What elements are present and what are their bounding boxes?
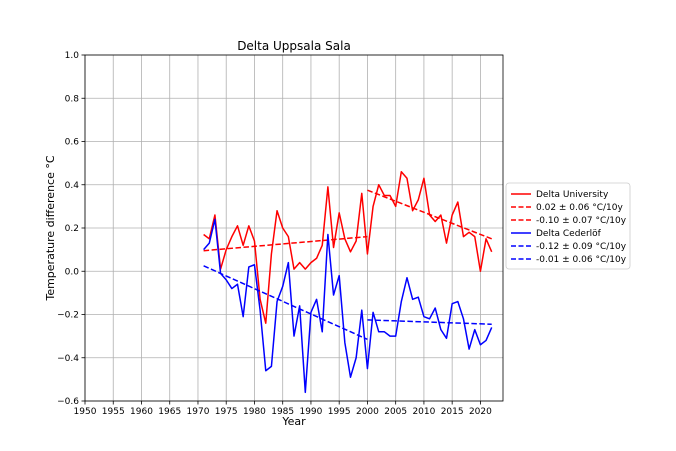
legend-entry: -0.12 ± 0.09 °C/10y: [536, 242, 627, 252]
legend-box: [505, 182, 631, 270]
legend-entry: -0.01 ± 0.06 °C/10y: [536, 255, 627, 265]
x-tick-label: 1970: [187, 407, 210, 417]
series-line-3: [203, 218, 493, 394]
x-tick-label: 1950: [74, 407, 97, 417]
x-tick-label: 2015: [441, 407, 464, 417]
series-line-4: [203, 265, 368, 341]
y-tick-label: −0.2: [57, 311, 79, 321]
legend-entry: Delta Cederlöf: [536, 229, 602, 239]
y-tick-label: −0.4: [57, 354, 79, 364]
legend-entry: -0.10 ± 0.07 °C/10y: [536, 216, 627, 226]
y-tick-label: −0.6: [57, 397, 79, 407]
legend: Delta University 0.02 ± 0.06 °C/10y -0.10 …: [505, 182, 631, 270]
x-tick-label: 2005: [384, 407, 407, 417]
y-tick-label: 0.8: [65, 94, 80, 104]
x-tick-label: 1960: [130, 407, 153, 417]
x-tick-label: 1985: [271, 407, 294, 417]
series-line-2: [367, 189, 492, 240]
series-line-0: [203, 171, 493, 324]
x-tick-label: 1975: [215, 407, 238, 417]
chart-title: Delta Uppsala Sala: [237, 39, 351, 53]
x-tick-label: 2020: [469, 407, 492, 417]
grid: [84, 54, 503, 402]
x-tick-label: 1980: [243, 407, 266, 417]
y-tick-label: 0.4: [65, 181, 80, 191]
x-tick-label: 2010: [412, 407, 435, 417]
x-tick-label: 1955: [102, 407, 125, 417]
series-group: [203, 171, 493, 394]
x-tick-label: 2000: [356, 407, 379, 417]
y-axis-ticks: −0.6 −0.4 −0.2 0.0 0.2 0.4 0.6 0.8 1.0: [57, 51, 85, 407]
y-tick-label: 0.6: [65, 138, 80, 148]
x-axis-label: Year: [281, 415, 306, 428]
x-tick-label: 1990: [299, 407, 322, 417]
y-tick-label: 1.0: [65, 51, 80, 61]
x-tick-label: 1995: [328, 407, 351, 417]
legend-entry: Delta University: [536, 190, 609, 200]
x-tick-label: 1965: [158, 407, 181, 417]
y-axis-label: Temperature difference °C: [44, 155, 57, 301]
x-axis-ticks: 1950 1955 1960 1965 1970 1975 1980 1985 1990 1995…: [74, 401, 492, 417]
y-tick-label: 0.0: [65, 267, 80, 277]
y-tick-label: 0.2: [65, 224, 79, 234]
series-line-5: [367, 319, 492, 325]
legend-entry: 0.02 ± 0.06 °C/10y: [536, 203, 623, 213]
series-line-1: [203, 235, 368, 252]
